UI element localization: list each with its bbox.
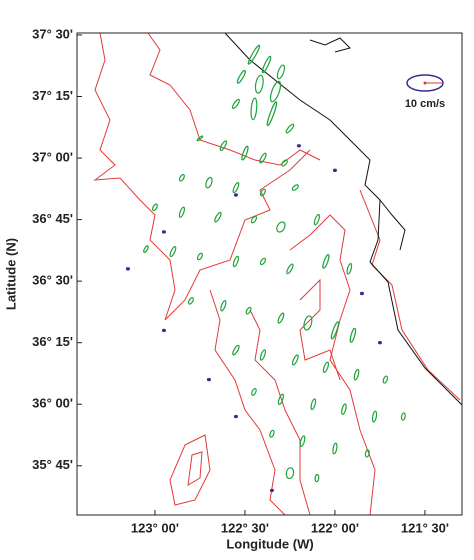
current-ellipse [359,291,364,296]
current-ellipse [169,246,177,258]
current-ellipse [269,80,282,103]
current-ellipse [303,315,313,331]
y-tick-label: 37° 00' [32,149,73,164]
current-ellipse [286,263,294,275]
x-axis-label: Longitude (W) [226,536,313,551]
y-tick-label: 37° 30' [32,26,73,41]
y-tick-label: 36° 15' [32,334,73,349]
current-ellipse [400,412,406,421]
current-ellipse [161,328,166,333]
current-ellipse [314,473,320,483]
current-ellipse [232,255,240,268]
y-tick-label: 37° 15' [32,88,73,103]
current-ellipse [143,245,149,253]
y-tick-label: 36° 30' [32,273,73,288]
y-axis-label: Latitude (N) [3,238,18,310]
current-ellipse [161,230,166,234]
current-ellipse [266,101,278,127]
scale-center [423,81,427,85]
current-ellipse [231,98,240,110]
current-ellipse [219,140,228,152]
x-tick-label: 121° 30' [401,520,449,535]
current-ellipse [196,252,203,261]
current-ellipse [259,349,267,361]
current-ellipse [353,368,360,381]
current-ellipse [285,123,295,134]
scale-label: 10 cm/s [405,98,445,110]
current-ellipse [364,449,370,458]
contours [93,32,461,516]
current-ellipse [259,152,267,164]
current-ellipse [330,321,340,340]
current-ellipse [346,262,353,275]
current-ellipse [276,64,286,80]
current-ellipse [291,184,299,191]
y-tick-label: 36° 45' [32,211,73,226]
current-ellipse [277,312,285,324]
current-ellipse [125,267,130,271]
scale-legend: 10 cm/s [405,74,445,110]
current-ellipse [233,193,238,197]
current-ellipse [313,213,321,226]
current-ellipse [232,344,240,356]
current-ellipse [310,398,317,411]
current-ellipse [254,74,264,94]
current-ellipse [299,435,306,447]
current-ellipse [214,211,222,223]
current-ellipse [236,69,246,84]
x-tick-label: 122° 00' [311,520,359,535]
current-ellipse [277,393,285,406]
current-ellipse [269,488,274,493]
current-ellipse [187,296,194,305]
x-tick-label: 123° 00' [131,520,179,535]
current-ellipse [220,300,227,312]
current-ellipse [151,203,158,212]
current-ellipse [233,414,238,419]
current-ellipse [232,182,240,194]
bay-coast [309,37,406,251]
current-ellipse [341,403,347,415]
current-ellipse [322,361,330,374]
current-ellipse [250,97,258,121]
current-ellipse [332,168,337,173]
current-ellipse [178,206,186,218]
current-ellipse [349,327,357,343]
current-ellipse [276,221,286,233]
current-ellipse [332,442,338,455]
current-ellipse [247,44,261,65]
coastline [224,32,463,406]
current-ellipse [178,173,185,182]
current-ellipse [371,410,378,423]
current-ellipse [251,387,257,396]
current-ellipse [259,188,266,197]
y-tick-label: 35° 45' [32,457,73,472]
current-ellipse [196,135,204,142]
current-ellipse [291,354,299,366]
current-ellipse [259,257,267,266]
current-ellipse [206,377,211,382]
current-ellipse [382,375,389,384]
current-ellipse [269,429,275,438]
current-ellipse [241,145,249,161]
x-tick-label: 122° 30' [221,520,269,535]
current-ellipse [285,467,295,480]
current-ellipse [322,254,330,269]
current-ellipse [377,341,382,345]
current-ellipse [205,176,213,189]
current-ellipse [296,144,301,148]
y-tick-label: 36° 00' [32,396,73,411]
frame [76,32,463,516]
current-ellipse [281,159,288,167]
current-ellipse [261,55,272,74]
current-ellipse [250,215,258,224]
current-ellipse [245,306,252,315]
